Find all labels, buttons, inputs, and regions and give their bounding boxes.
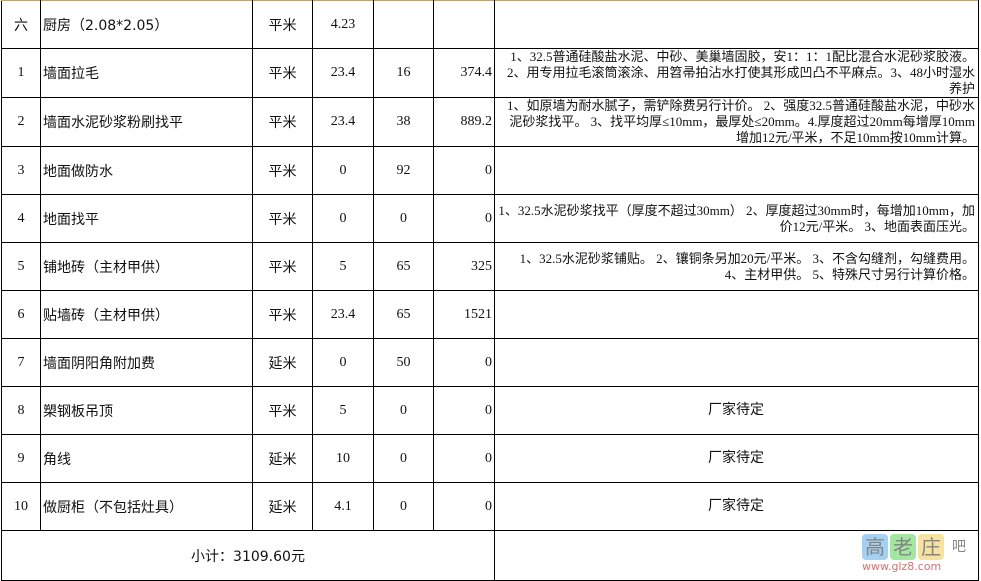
unit-price: 16 bbox=[373, 48, 434, 98]
note bbox=[494, 290, 979, 339]
quantity: 0 bbox=[312, 194, 374, 243]
row-number: 6 bbox=[1, 290, 41, 339]
unit: 平米 bbox=[252, 386, 313, 435]
unit-price: 0 bbox=[373, 482, 434, 531]
unit: 延米 bbox=[252, 482, 313, 531]
table-row: 4 地面找平 平米 0 0 0 1、32.5水泥砂浆找平（厚度不超过30mm） 2、厚度超过… bbox=[1, 194, 979, 243]
total: 0 bbox=[433, 338, 495, 387]
table-row: 9 角线 延米 10 0 0 厂家待定 bbox=[1, 434, 979, 483]
total: 0 bbox=[433, 434, 495, 483]
quantity: 5 bbox=[312, 242, 374, 291]
subtotal-row: 小计：3109.60元 bbox=[1, 530, 979, 581]
total: 1521 bbox=[433, 290, 495, 339]
row-number: 5 bbox=[1, 242, 41, 291]
note: 厂家待定 bbox=[494, 482, 979, 531]
item-name: 墙面水泥砂浆粉刷找平 bbox=[40, 97, 253, 147]
total: 0 bbox=[433, 386, 495, 435]
section-name: 厨房（2.08*2.05） bbox=[40, 0, 253, 49]
item-name: 做厨柜（不包括灶具） bbox=[40, 482, 253, 531]
table-row: 2 墙面水泥砂浆粉刷找平 平米 23.4 38 889.2 1、如原墙为耐水腻子，需铲除费另… bbox=[1, 97, 979, 147]
row-number: 1 bbox=[1, 48, 41, 98]
row-number: 4 bbox=[1, 194, 41, 243]
section-total bbox=[433, 0, 495, 49]
item-name: 角线 bbox=[40, 434, 253, 483]
note: 1、32.5水泥砂浆铺贴。 2、镶铜条另加20元/平米。 3、不含勾缝剂，勾缝费… bbox=[494, 242, 979, 291]
row-number: 3 bbox=[1, 146, 41, 195]
unit-price: 38 bbox=[373, 97, 434, 147]
unit: 平米 bbox=[252, 242, 313, 291]
quantity: 0 bbox=[312, 146, 374, 195]
section-index: 六 bbox=[1, 0, 41, 49]
section-row: 六 厨房（2.08*2.05） 平米 4.23 bbox=[1, 0, 979, 49]
note: 厂家待定 bbox=[494, 386, 979, 435]
quantity: 23.4 bbox=[312, 97, 374, 147]
total: 374.4 bbox=[433, 48, 495, 98]
row-number: 10 bbox=[1, 482, 41, 531]
item-name: 墙面拉毛 bbox=[40, 48, 253, 98]
note bbox=[494, 338, 979, 387]
item-name: 墙面阴阳角附加费 bbox=[40, 338, 253, 387]
subtotal: 小计：3109.60元 bbox=[1, 530, 495, 581]
section-qty: 4.23 bbox=[312, 0, 374, 49]
unit: 平米 bbox=[252, 194, 313, 243]
item-name: 地面找平 bbox=[40, 194, 253, 243]
quantity: 10 bbox=[312, 434, 374, 483]
table-row: 5 铺地砖（主材甲供） 平米 5 65 325 1、32.5水泥砂浆铺贴。 2、镶铜条另加2… bbox=[1, 242, 979, 291]
unit: 平米 bbox=[252, 48, 313, 98]
unit: 平米 bbox=[252, 146, 313, 195]
unit-price: 65 bbox=[373, 290, 434, 339]
table-row: 8 槊钢板吊顶 平米 5 0 0 厂家待定 bbox=[1, 386, 979, 435]
table-row: 7 墙面阴阳角附加费 延米 0 50 0 bbox=[1, 338, 979, 387]
unit-price: 50 bbox=[373, 338, 434, 387]
unit-price: 92 bbox=[373, 146, 434, 195]
unit: 平米 bbox=[252, 97, 313, 147]
note: 厂家待定 bbox=[494, 434, 979, 483]
watermark-logo: 高 老 庄 吧 www.glz8.com bbox=[862, 534, 966, 573]
unit-price: 0 bbox=[373, 386, 434, 435]
unit-price: 65 bbox=[373, 242, 434, 291]
note: 1、32.5水泥砂浆找平（厚度不超过30mm） 2、厚度超过30mm时，每增加1… bbox=[494, 194, 979, 243]
section-unit: 平米 bbox=[252, 0, 313, 49]
row-number: 8 bbox=[1, 386, 41, 435]
total: 889.2 bbox=[433, 97, 495, 147]
item-name: 铺地砖（主材甲供） bbox=[40, 242, 253, 291]
item-name: 地面做防水 bbox=[40, 146, 253, 195]
quantity: 4.1 bbox=[312, 482, 374, 531]
note: 1、如原墙为耐水腻子，需铲除费另行计价。 2、强度32.5普通硅酸盐水泥，中砂水… bbox=[494, 97, 979, 147]
item-name: 贴墙砖（主材甲供） bbox=[40, 290, 253, 339]
total: 0 bbox=[433, 482, 495, 531]
total: 0 bbox=[433, 146, 495, 195]
row-number: 7 bbox=[1, 338, 41, 387]
row-number: 9 bbox=[1, 434, 41, 483]
table-row: 1 墙面拉毛 平米 23.4 16 374.4 1、32.5普通硅酸盐水泥、中砂、美巢墙固胶… bbox=[1, 48, 979, 98]
unit-price: 0 bbox=[373, 434, 434, 483]
section-note bbox=[494, 0, 979, 49]
total: 0 bbox=[433, 194, 495, 243]
unit: 延米 bbox=[252, 338, 313, 387]
item-name: 槊钢板吊顶 bbox=[40, 386, 253, 435]
unit: 平米 bbox=[252, 290, 313, 339]
note: 1、32.5普通硅酸盐水泥、中砂、美巢墙固胶，安1：1：1配比混合水泥砂浆胶液。… bbox=[494, 48, 979, 98]
note bbox=[494, 146, 979, 195]
section-price bbox=[373, 0, 434, 49]
quantity: 23.4 bbox=[312, 48, 374, 98]
table-row: 6 贴墙砖（主材甲供） 平米 23.4 65 1521 bbox=[1, 290, 979, 339]
row-number: 2 bbox=[1, 97, 41, 147]
quantity: 23.4 bbox=[312, 290, 374, 339]
quantity: 5 bbox=[312, 386, 374, 435]
unit: 延米 bbox=[252, 434, 313, 483]
unit-price: 0 bbox=[373, 194, 434, 243]
total: 325 bbox=[433, 242, 495, 291]
quantity: 0 bbox=[312, 338, 374, 387]
table-row: 10 做厨柜（不包括灶具） 延米 4.1 0 0 厂家待定 bbox=[1, 482, 979, 531]
table-row: 3 地面做防水 平米 0 92 0 bbox=[1, 146, 979, 195]
